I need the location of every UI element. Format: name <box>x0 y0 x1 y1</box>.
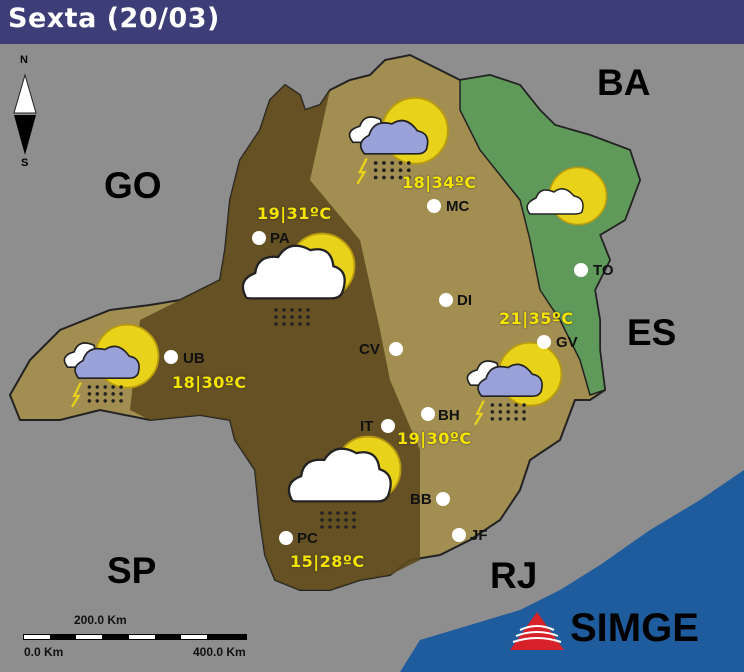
state-label-es: ES <box>627 312 677 353</box>
city-marker <box>452 528 466 542</box>
city-label-to: TO <box>593 262 614 279</box>
region-green <box>459 74 641 396</box>
city-marker <box>574 263 588 277</box>
state-label-rj: RJ <box>490 555 538 596</box>
scale-end-label: 400.0 Km <box>193 645 246 659</box>
scale-start-label: 0.0 Km <box>24 645 64 659</box>
temp-label-pc: 15|28ºC <box>290 552 365 571</box>
city-marker <box>279 531 293 545</box>
city-label-gv: GV <box>556 334 578 351</box>
state-label-go: GO <box>104 165 162 206</box>
simge-logo-icon <box>510 612 564 650</box>
header-bar: Sexta (20/03) <box>0 0 744 44</box>
city-label-jf: JF <box>470 527 488 544</box>
compass-south-label: S <box>21 157 29 169</box>
city-marker <box>381 419 395 433</box>
city-label-it: IT <box>360 418 374 435</box>
temp-label-bh: 19|30ºC <box>397 429 472 448</box>
ocean <box>400 470 744 672</box>
city-marker <box>389 342 403 356</box>
city-marker <box>436 492 450 506</box>
compass-north-label: N <box>20 54 28 66</box>
temp-label-pa: 19|31ºC <box>257 204 332 223</box>
scale-bar <box>23 634 247 640</box>
state-label-ba: BA <box>597 62 651 103</box>
city-marker <box>537 335 551 349</box>
city-label-bb: BB <box>410 491 432 508</box>
city-label-pc: PC <box>297 530 318 547</box>
page-title: Sexta (20/03) <box>8 3 220 34</box>
city-marker <box>439 293 453 307</box>
city-label-cv: CV <box>359 341 380 358</box>
city-marker <box>252 231 266 245</box>
city-label-ub: UB <box>183 350 205 367</box>
scale-mid-label: 200.0 Km <box>74 613 127 627</box>
temp-label-mc: 18|34ºC <box>402 173 477 192</box>
weather-map <box>8 53 744 672</box>
state-label-sp: SP <box>107 550 157 591</box>
temp-label-ub: 18|30ºC <box>172 373 247 392</box>
city-label-mc: MC <box>446 198 470 215</box>
compass-icon <box>13 73 37 155</box>
temp-label-gv: 21|35ºC <box>499 309 574 328</box>
city-marker <box>421 407 435 421</box>
city-marker <box>164 350 178 364</box>
city-marker <box>427 199 441 213</box>
city-label-di: DI <box>457 292 472 309</box>
city-label-pa: PA <box>270 230 290 247</box>
city-label-bh: BH <box>438 407 460 424</box>
logo-text: SIMGE <box>570 606 699 650</box>
city-markers <box>164 199 588 545</box>
